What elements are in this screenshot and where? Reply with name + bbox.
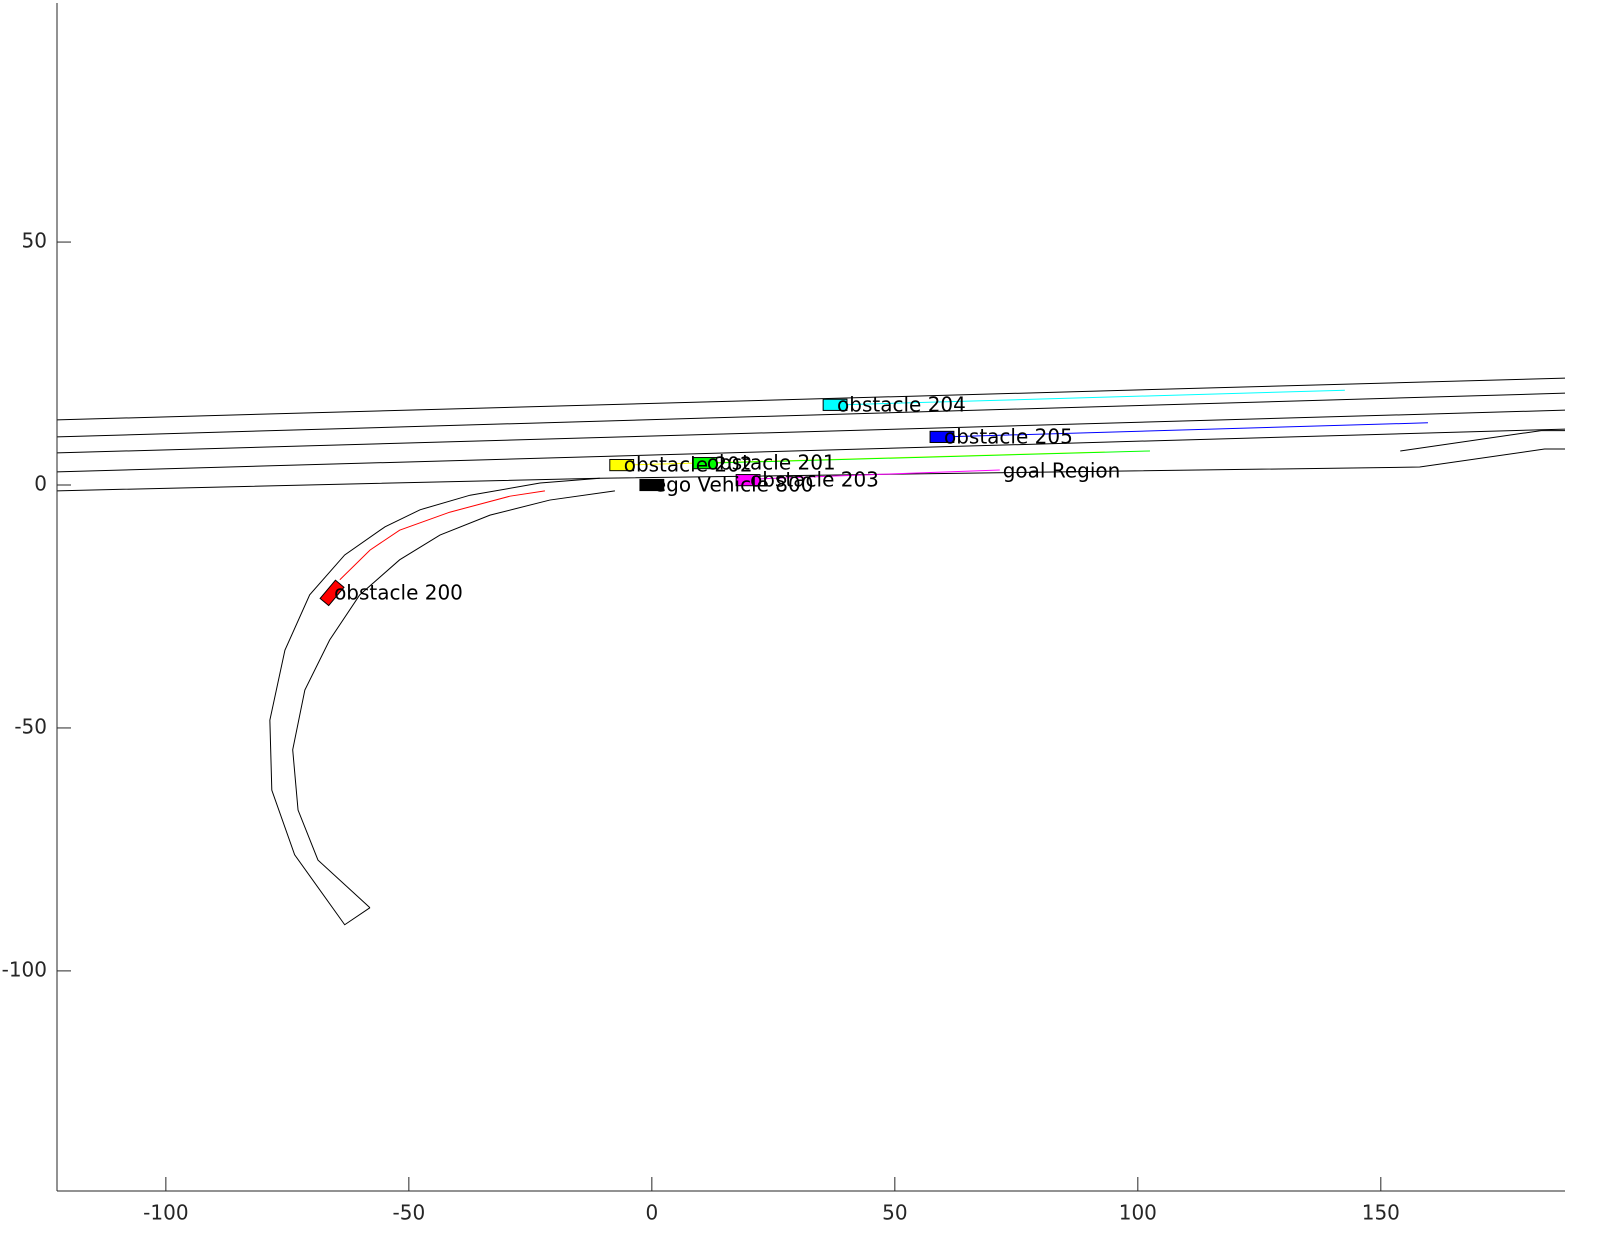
road-line (269, 477, 600, 926)
x-tick-label: 0 (645, 1201, 658, 1225)
road-line (1400, 430, 1565, 452)
x-tick-label: 50 (882, 1201, 907, 1225)
x-tick-label: 150 (1362, 1201, 1400, 1225)
vehicle-label: obstacle 201 (707, 451, 836, 475)
y-tick-label: 0 (34, 472, 47, 496)
vehicle-label: obstacle 204 (837, 392, 966, 416)
vehicle-label: obstacle 205 (944, 424, 1073, 448)
road-line (292, 490, 615, 909)
trajectory (944, 422, 1428, 438)
x-tick-label: -50 (393, 1201, 426, 1225)
x-tick-label: 100 (1119, 1201, 1157, 1225)
vehicle (639, 478, 665, 492)
trajectory (709, 450, 1150, 464)
vehicle (319, 579, 345, 607)
road-line (56, 428, 1566, 473)
road-line (56, 377, 1566, 421)
vehicle-label: obstacle 202 (624, 453, 753, 477)
vehicle (609, 458, 635, 472)
y-tick-label: -100 (2, 957, 47, 981)
trajectory (339, 490, 546, 581)
vehicle-label: ego Vehicle 800 (654, 473, 814, 497)
y-tick-label: 50 (22, 229, 47, 253)
road-line (56, 448, 1565, 492)
vehicle-label: obstacle 203 (750, 468, 879, 492)
trajectory (749, 469, 1000, 480)
x-tick-label: -100 (143, 1201, 188, 1225)
y-tick-label: -50 (14, 714, 47, 738)
vehicle (692, 457, 718, 470)
road-line (56, 392, 1566, 438)
vehicle-label: obstacle 200 (334, 580, 463, 604)
vehicle (929, 430, 955, 443)
goal-label: goal Region (1003, 458, 1121, 482)
trajectory (839, 389, 1345, 406)
vehicle (822, 398, 848, 411)
vehicle (735, 474, 761, 487)
road-line (56, 409, 1566, 454)
